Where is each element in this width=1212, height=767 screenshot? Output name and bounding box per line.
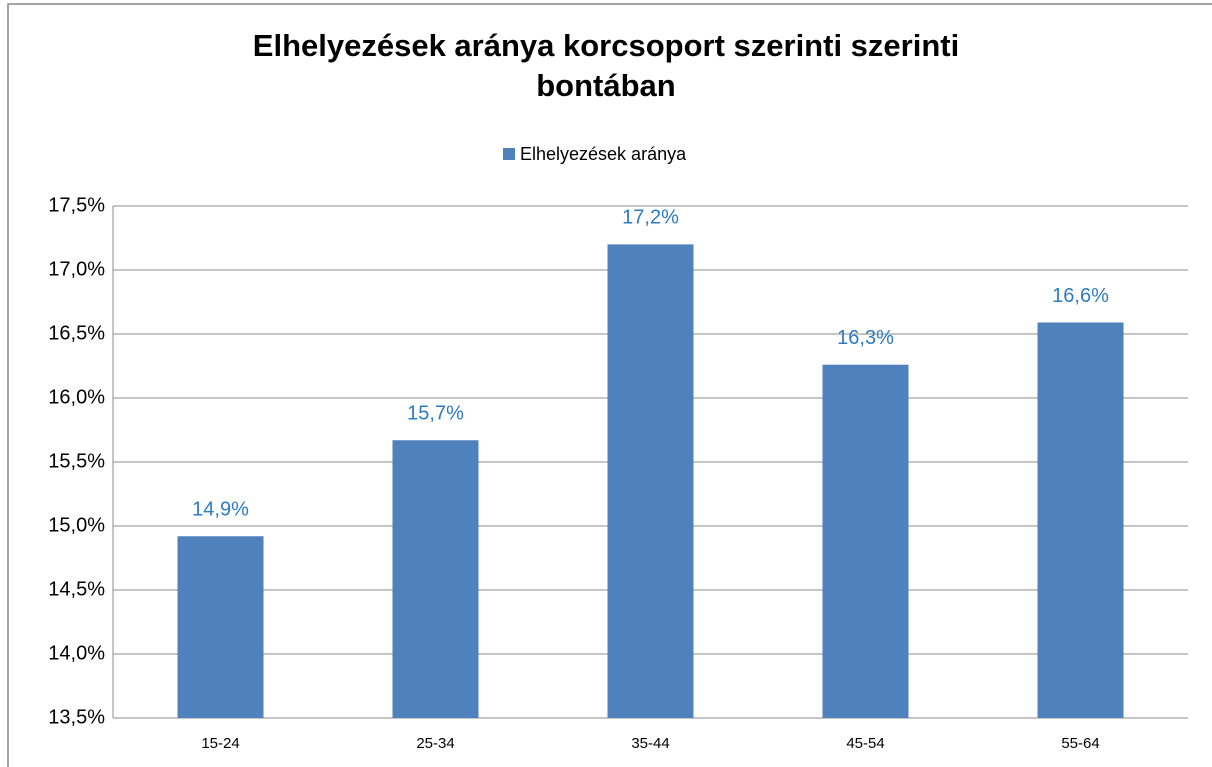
y-tick-label: 16,5% [48,322,105,344]
bar [392,440,479,718]
y-tick-label: 13,5% [48,706,105,728]
x-tick-label: 25-34 [416,735,454,752]
bar [822,364,909,718]
bar [607,244,694,718]
data-label: 15,7% [407,403,464,425]
x-tick-label: 15-24 [201,735,239,752]
y-tick-label: 14,0% [48,642,105,664]
x-tick-label: 35-44 [631,735,669,752]
chart-frame [7,3,1212,767]
data-label: 14,9% [192,499,249,521]
y-tick-label: 17,0% [48,258,105,280]
y-tick-label: 17,5% [48,194,105,216]
data-label: 17,2% [622,207,679,229]
legend-swatch [503,148,515,160]
y-tick-label: 15,5% [48,450,105,472]
chart-title: Elhelyezések aránya korcsoport szerinti … [252,28,960,103]
bar [177,536,264,718]
x-tick-label: 45-54 [846,735,884,752]
data-label: 16,3% [837,327,894,349]
y-tick-label: 16,0% [48,386,105,408]
data-label: 16,6% [1052,285,1109,307]
y-tick-label: 15,0% [48,514,105,536]
x-tick-label: 55-64 [1061,735,1099,752]
y-tick-label: 14,5% [48,578,105,600]
bar [1037,322,1124,718]
legend-label: Elhelyezések aránya [520,144,687,164]
